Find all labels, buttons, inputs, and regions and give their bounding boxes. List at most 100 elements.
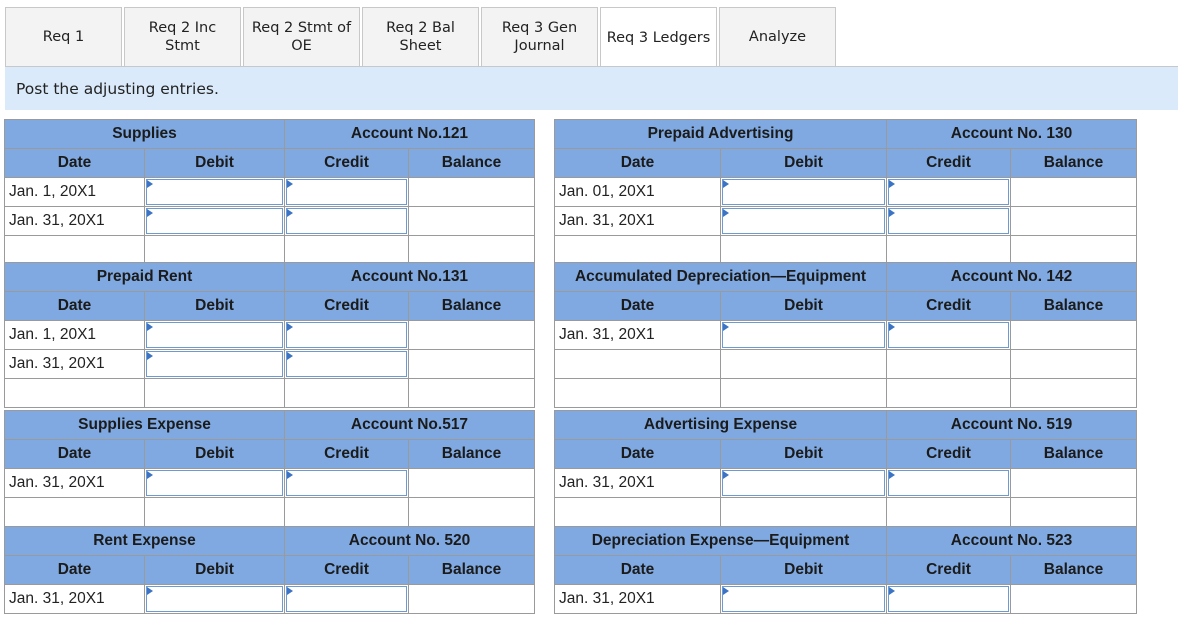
credit-cell[interactable] [284,349,409,379]
credit-cell[interactable] [284,177,409,207]
account-number: Account No. 523 [886,526,1137,556]
debit-input[interactable] [722,586,885,612]
credit-input[interactable] [888,179,1009,205]
tab-bar: Req 1 Req 2 Inc Stmt Req 2 Stmt of OE Req … [5,7,838,68]
credit-cell[interactable] [886,584,1011,614]
entry-date [554,378,721,408]
credit-input[interactable] [888,322,1009,348]
debit-cell[interactable] [144,320,285,350]
debit-input[interactable] [146,351,283,377]
debit-cell[interactable] [720,206,887,236]
ledger-rent-expense: Rent Expense Account No. 520 Date Debit Cred… [4,526,535,614]
balance-cell [1010,320,1137,350]
empty-cell [144,235,285,265]
ledger-title: Prepaid Rent [4,262,285,292]
tab-req-2-inc-stmt[interactable]: Req 2 Inc Stmt [124,7,241,67]
empty-cell [886,349,1011,379]
debit-cell[interactable] [720,320,887,350]
credit-input[interactable] [286,208,407,234]
ledger-accumulated-depreciation-equipment: Accumulated Depreciation—Equipment Accoun… [554,262,1137,408]
credit-input[interactable] [286,179,407,205]
empty-cell [284,378,409,408]
tab-req-2-bal-sheet[interactable]: Req 2 Bal Sheet [362,7,479,67]
instruction-banner: Post the adjusting entries. [5,67,1178,110]
account-number: Account No. 142 [886,262,1137,292]
debit-cell[interactable] [720,177,887,207]
debit-cell[interactable] [720,468,887,498]
debit-cell[interactable] [720,584,887,614]
balance-cell [408,206,535,236]
col-header-debit: Debit [720,148,887,178]
debit-input[interactable] [146,322,283,348]
credit-cell[interactable] [886,320,1011,350]
balance-cell [1010,584,1137,614]
entry-date: Jan. 1, 20X1 [4,320,145,350]
col-header-credit: Credit [886,439,1011,469]
col-header-credit: Credit [886,148,1011,178]
entry-date: Jan. 31, 20X1 [554,206,721,236]
debit-input[interactable] [146,208,283,234]
credit-input[interactable] [286,586,407,612]
ledger-row [4,235,535,265]
debit-input[interactable] [722,470,885,496]
balance-cell [408,497,535,527]
credit-input[interactable] [286,322,407,348]
debit-input[interactable] [146,470,283,496]
ledger-row: Jan. 31, 20X1 [554,206,1137,236]
credit-cell[interactable] [886,468,1011,498]
account-number: Account No. 130 [886,119,1137,149]
col-header-credit: Credit [284,148,409,178]
ledger-row [4,378,535,408]
col-header-credit: Credit [284,555,409,585]
tab-req-3-gen-journal[interactable]: Req 3 Gen Journal [481,7,598,67]
col-header-debit: Debit [720,555,887,585]
credit-cell[interactable] [284,206,409,236]
credit-input[interactable] [286,351,407,377]
tab-req-3-ledgers[interactable]: Req 3 Ledgers [600,7,717,68]
balance-cell [1010,206,1137,236]
ledger-row: Jan. 31, 20X1 [4,206,535,236]
debit-input[interactable] [722,179,885,205]
credit-cell[interactable] [284,320,409,350]
credit-cell[interactable] [284,468,409,498]
ledger-row: Jan. 31, 20X1 [554,320,1137,350]
ledger-row: Jan. 31, 20X1 [4,584,535,614]
debit-input[interactable] [146,179,283,205]
col-header-date: Date [554,291,721,321]
debit-cell[interactable] [144,177,285,207]
debit-cell[interactable] [144,349,285,379]
debit-input[interactable] [722,322,885,348]
tab-analyze[interactable]: Analyze [719,7,836,67]
col-header-debit: Debit [144,148,285,178]
col-header-debit: Debit [144,439,285,469]
debit-input[interactable] [146,586,283,612]
col-header-date: Date [4,439,145,469]
debit-input[interactable] [722,208,885,234]
ledger-row [554,235,1137,265]
tab-req-2-stmt-of-oe[interactable]: Req 2 Stmt of OE [243,7,360,67]
account-number: Account No.121 [284,119,535,149]
empty-cell [886,235,1011,265]
credit-input[interactable] [286,470,407,496]
credit-cell[interactable] [284,584,409,614]
debit-cell[interactable] [144,468,285,498]
balance-cell [1010,177,1137,207]
balance-cell [408,235,535,265]
credit-input[interactable] [888,586,1009,612]
empty-cell [284,497,409,527]
entry-date: Jan. 31, 20X1 [554,584,721,614]
entry-date [554,235,721,265]
debit-cell[interactable] [144,584,285,614]
credit-input[interactable] [888,470,1009,496]
col-header-debit: Debit [720,291,887,321]
tab-req-1[interactable]: Req 1 [5,7,122,67]
col-header-credit: Credit [886,291,1011,321]
credit-input[interactable] [888,208,1009,234]
ledger-advertising-expense: Advertising Expense Account No. 519 Date De… [554,410,1137,556]
empty-cell [886,378,1011,408]
ledger-title: Supplies [4,119,285,149]
ledger-depreciation-expense-equipment: Depreciation Expense—Equipment Account No… [554,526,1137,614]
credit-cell[interactable] [886,206,1011,236]
debit-cell[interactable] [144,206,285,236]
credit-cell[interactable] [886,177,1011,207]
